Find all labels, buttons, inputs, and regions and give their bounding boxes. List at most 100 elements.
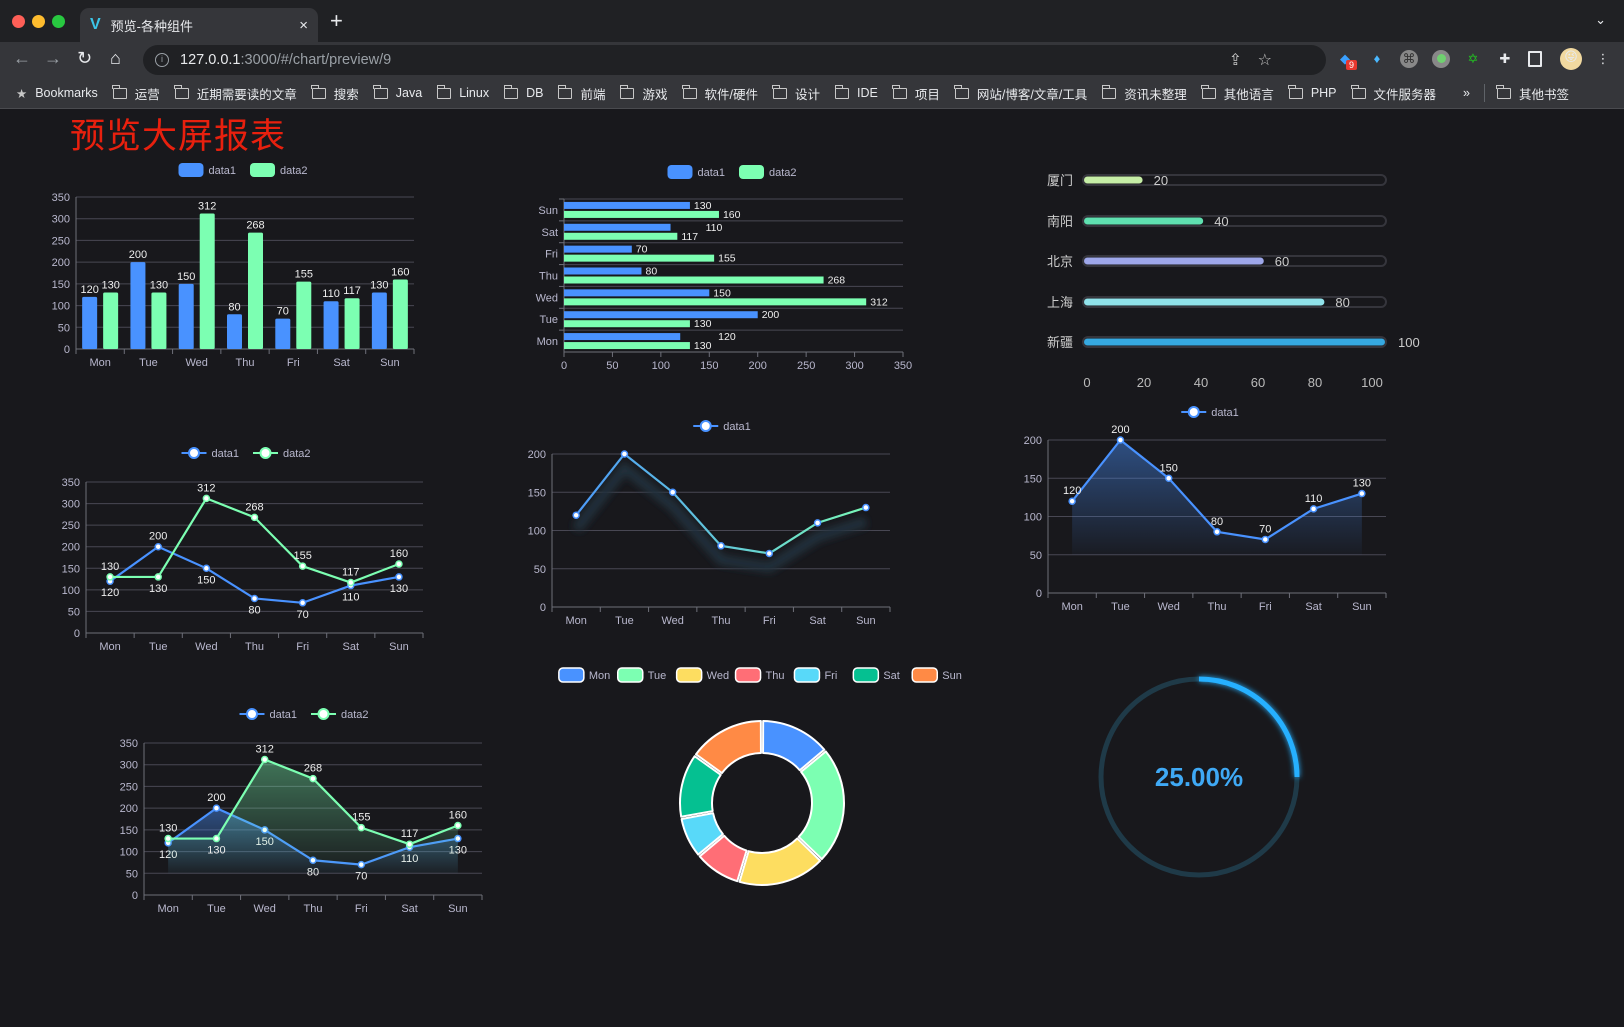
data-point[interactable] [1261,535,1270,544]
bookmark-folder[interactable]: 其他语言 [1201,84,1274,103]
donut-slice-thu[interactable] [698,834,748,883]
data-point[interactable] [1116,436,1125,444]
bar-data1[interactable] [564,223,671,231]
data-point[interactable] [212,834,221,843]
bookmark-folder[interactable]: IDE [834,84,878,100]
minimize-window-button[interactable] [32,15,45,28]
legend-item[interactable]: data1 [239,708,298,721]
bar-data2[interactable] [199,213,215,349]
legend-item[interactable]: Wed [675,667,729,683]
data-point[interactable] [668,488,677,496]
data-point[interactable] [717,542,725,550]
bookmark-folder[interactable]: 网站/博客/文章/工具 [954,84,1087,103]
bar-data1[interactable] [82,296,98,349]
bookmark-folder[interactable]: 软件/硬件 [682,84,758,103]
donut-slice-sat[interactable] [679,755,722,818]
donut-slice-wed[interactable] [738,837,822,886]
bookmark-folder[interactable]: 游戏 [619,84,668,103]
side-panel-icon[interactable] [1528,51,1542,67]
bar-data1[interactable] [564,289,710,297]
data-point[interactable] [620,450,629,458]
data-point[interactable] [1309,505,1318,513]
legend-item[interactable]: Tue [617,667,667,683]
extension-grid-icon[interactable]: ◆ [1340,51,1350,66]
donut-slice-sun[interactable] [694,720,762,775]
bookmark-other[interactable]: 其他书签 [1496,84,1569,103]
bookmark-folder[interactable]: 文件服务器 [1351,84,1436,103]
bookmark-folder[interactable]: Linux [436,84,489,100]
donut-slice-fri[interactable] [680,812,724,856]
data-point[interactable] [572,511,580,519]
data-point[interactable] [357,823,366,832]
legend-item[interactable]: Sat [852,667,900,683]
bookmark-folder[interactable]: PHP [1288,84,1337,100]
legend-item[interactable]: data2 [311,708,369,721]
extensions-puzzle-icon[interactable]: ✚ [1499,51,1511,66]
bar-data1[interactable] [564,311,758,319]
legend-item[interactable]: Sun [911,667,962,683]
bar-data2[interactable] [151,292,167,349]
data-point[interactable] [309,774,317,783]
back-icon[interactable]: ← [13,48,31,68]
extension-command-icon[interactable]: ⌘ [1400,50,1418,68]
bar-data2[interactable] [564,298,867,306]
legend-item[interactable]: data2 [253,447,311,460]
legend-item[interactable]: data1 [1181,406,1239,419]
bar-data2[interactable] [564,232,678,240]
data-point[interactable] [260,755,269,764]
bar-data2[interactable] [248,232,263,349]
donut-slice-mon[interactable] [762,720,826,772]
data-point[interactable] [347,578,355,587]
bar-data1[interactable] [227,314,242,349]
tab-search-chevron-icon[interactable]: ⌄ [1595,12,1606,27]
bookmarks-more-button[interactable]: » [1463,86,1470,100]
bar-data1[interactable] [323,301,339,349]
data-point[interactable] [862,503,870,512]
legend-item[interactable]: data1 [693,420,751,433]
data-point[interactable] [765,549,774,558]
legend-item[interactable]: data2 [250,163,308,177]
data-point[interactable] [202,564,211,573]
bar-data1[interactable] [178,283,194,349]
extension-diamond-icon[interactable]: ♦ [1373,51,1381,66]
bookmark-folder[interactable]: 前端 [557,84,605,103]
bar-data1[interactable] [371,292,387,349]
bar-data2[interactable] [564,254,715,262]
data-point[interactable] [154,542,162,551]
data-point[interactable] [1358,489,1366,498]
data-point[interactable] [298,599,307,607]
avatar[interactable]: 😜 [1560,48,1582,70]
legend-item[interactable]: data1 [667,165,726,179]
bookmark-folder[interactable]: 设计 [772,84,820,103]
legend-item[interactable]: data1 [178,163,237,177]
bookmark-folder[interactable]: 项目 [892,84,940,103]
bar-data1[interactable] [564,201,690,209]
bar-data1[interactable] [564,245,632,253]
data-point[interactable] [1068,497,1076,505]
bar-data2[interactable] [564,320,690,328]
legend-item[interactable]: Fri [793,667,837,683]
bar-data1[interactable] [130,262,146,349]
legend-item[interactable]: Mon [558,667,610,683]
bookmark-folder[interactable]: 搜索 [311,84,359,103]
donut-slice-tue[interactable] [797,750,845,861]
data-point[interactable] [106,573,114,581]
data-point[interactable] [1213,528,1221,536]
bar-data2[interactable] [344,298,360,349]
tab-close-icon[interactable]: × [299,16,308,34]
bar-data2[interactable] [392,279,408,349]
bar-data1[interactable] [564,267,642,275]
bar-data2[interactable] [564,210,719,218]
bar-data2[interactable] [564,342,690,350]
data-point[interactable] [154,573,162,581]
data-point[interactable] [202,494,211,503]
bookmark-folder[interactable]: Java [373,84,422,100]
forward-icon[interactable]: → [44,48,62,68]
legend-item[interactable]: Thu [734,667,785,683]
home-icon[interactable]: ⌂ [110,48,121,68]
bookmark-folder[interactable]: 资讯未整理 [1101,84,1187,103]
data-point[interactable] [298,562,307,570]
data-point[interactable] [250,594,259,603]
legend-item[interactable]: data1 [181,447,240,460]
data-point[interactable] [250,513,259,522]
